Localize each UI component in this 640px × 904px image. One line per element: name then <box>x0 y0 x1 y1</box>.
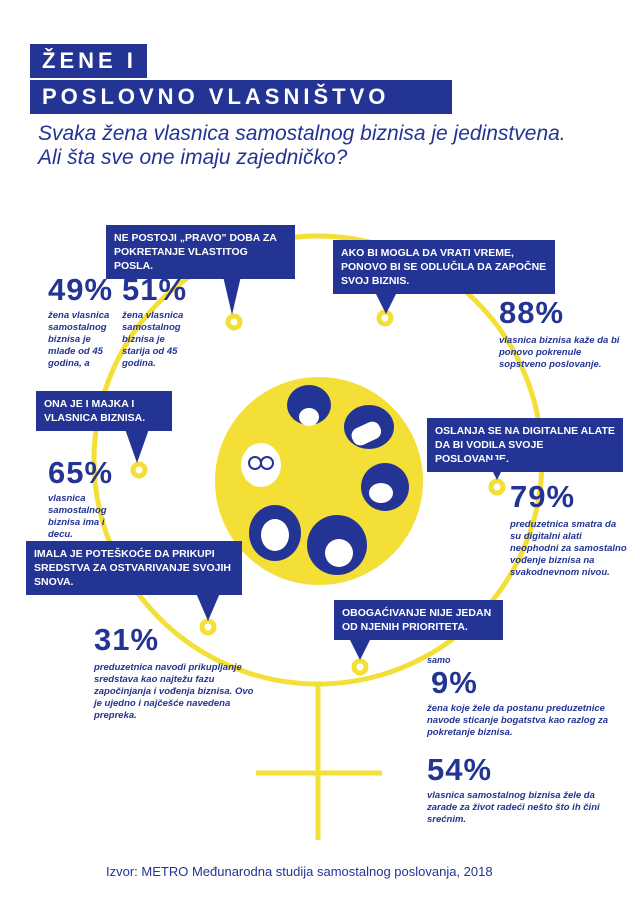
stat-51-text: žena vlasnica samostalnog biznisa je sta… <box>122 310 184 369</box>
stat-31-text: preduzetnica navodi prikupljanje sredsta… <box>94 662 254 721</box>
callout-age-pointer <box>220 263 244 315</box>
stat-79-text: preduzetnica smatra da su digitalni alat… <box>510 519 627 578</box>
stat-9: samo 9% žena koje žele da postanu preduz… <box>427 655 627 739</box>
callout-mother: ONA JE I MAJKA I VLASNICA BIZNISA. <box>36 391 172 431</box>
callout-again-pointer <box>374 290 398 314</box>
stat-88-value: 88% <box>499 295 565 330</box>
stat-49-text: žena vlasnica samostalnog biznisa je mla… <box>48 310 110 369</box>
stat-31-value: 31% <box>94 622 160 657</box>
stat-65-value: 65% <box>48 455 114 490</box>
stat-31: 31% preduzetnica navodi prikupljanje sre… <box>94 622 254 722</box>
callout-wealth: OBOGAĆIVANJE NIJE JEDAN OD NJENIH PRIORI… <box>334 600 503 640</box>
stat-54-text: vlasnica samostalnog biznisa žele da zar… <box>427 790 600 825</box>
subtitle-line-1: Svaka žena vlasnica samostalnog biznisa … <box>38 122 566 145</box>
stat-54-value: 54% <box>427 752 493 787</box>
stat-51-value: 51% <box>122 272 188 307</box>
stat-65: 65% vlasnica samostalnog biznisa ima i d… <box>48 455 130 541</box>
women-circle-icon <box>215 377 423 585</box>
stat-51: 51% žena vlasnica samostalnog biznisa je… <box>122 272 190 370</box>
subtitle: Svaka žena vlasnica samostalnog biznisa … <box>38 122 638 170</box>
stat-79-value: 79% <box>510 479 576 514</box>
source-note: Izvor: METRO Međunarodna studija samosta… <box>106 864 493 879</box>
stat-54: 54% vlasnica samostalnog biznisa žele da… <box>427 752 612 826</box>
stat-9-text: žena koje žele da postanu preduzetnice n… <box>427 703 609 738</box>
title-line-2: POSLOVNO VLASNIŠTVO <box>30 80 452 114</box>
callout-age: NE POSTOJI „PRAVO" DOBA ZA POKRETANJE VL… <box>106 225 295 279</box>
callout-funds: IMALA JE POTEŠKOĆE DA PRIKUPI SREDSTVA Z… <box>26 541 242 595</box>
title-line-1: ŽENE I <box>30 44 147 78</box>
callout-digital: OSLANJA SE NA DIGITALNE ALATE DA BI VODI… <box>427 418 623 472</box>
stat-49: 49% žena vlasnica samostalnog biznisa je… <box>48 272 120 370</box>
stat-65-text: vlasnica samostalnog biznisa ima i decu. <box>48 493 107 540</box>
callout-digital-pointer <box>487 460 507 480</box>
stat-49-value: 49% <box>48 272 114 307</box>
callout-wealth-pointer <box>349 638 371 660</box>
subtitle-line-2: Ali šta sve one imaju zajedničko? <box>38 146 348 169</box>
stat-9-prefix: samo <box>427 655 451 665</box>
callout-again: AKO BI MOGLA DA VRATI VREME, PONOVO BI S… <box>333 240 555 294</box>
stat-9-value: 9% <box>431 665 478 700</box>
callout-mother-pointer <box>125 429 149 463</box>
callout-funds-pointer <box>196 593 220 621</box>
stat-88: 88% vlasnica biznisa kaže da bi ponovo p… <box>499 295 629 371</box>
stat-88-text: vlasnica biznisa kaže da bi ponovo pokre… <box>499 335 620 370</box>
stat-79: 79% preduzetnica smatra da su digitalni … <box>510 479 628 579</box>
